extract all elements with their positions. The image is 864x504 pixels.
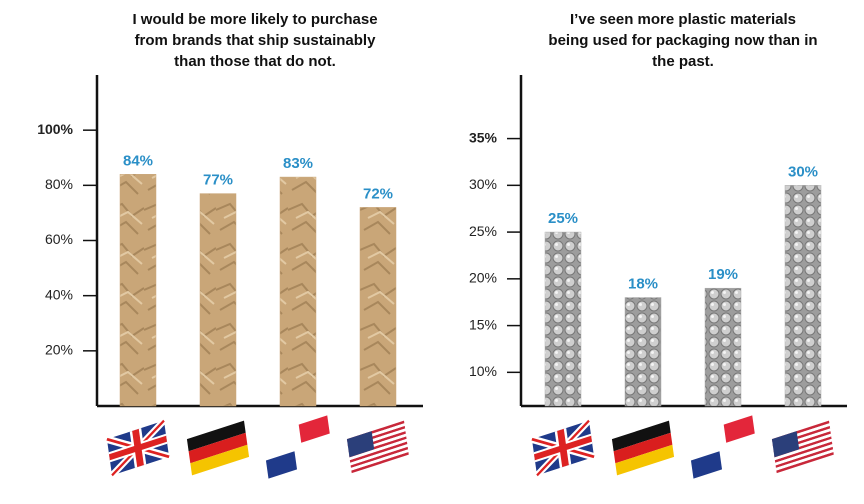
flag-icon [530,418,596,478]
y-tick-label: 100% [37,121,73,137]
chart-title: being used for packaging now than in [548,32,817,49]
flag-part [557,428,569,468]
flag-part [351,452,409,474]
chart: I’ve seen more plastic materials being us… [469,11,847,479]
flag-icon [265,415,330,479]
flag-part [776,452,834,474]
value-label: 72% [363,185,393,202]
y-tick-label: 20% [45,342,73,358]
flag-icon [105,418,171,478]
y-tick-label: 80% [45,176,73,192]
chart-title: I would be more likely to purchase [132,11,377,28]
y-tick-label: 30% [469,176,497,192]
flag-part [346,431,375,458]
value-label: 30% [788,163,818,180]
flag-part [690,451,723,479]
flag-part [775,449,834,471]
chart-title: the past. [652,53,714,70]
flag-part [132,428,144,468]
flag-part [771,431,800,458]
bar [359,207,397,407]
flag-part [611,420,671,452]
y-tick-label: 60% [45,231,73,247]
flag-part [350,449,409,471]
flag-icon [611,420,675,476]
flag-part [190,444,250,476]
flag-part [350,444,408,466]
flag-icon [771,420,834,474]
value-label: 25% [548,210,578,227]
bar [119,174,157,407]
value-label: 18% [628,276,658,293]
flag-part [350,446,409,468]
y-tick-label: 20% [469,270,497,286]
flag-icon [346,420,409,474]
flag-icon [690,415,755,479]
flag-part [775,444,833,466]
flag-part [349,438,407,461]
value-label: 83% [283,155,313,172]
flag-part [265,451,298,479]
chart: I would be more likely to purchase from b… [37,11,423,479]
bar [544,231,582,407]
flag-part [349,441,408,463]
value-label: 84% [123,152,153,169]
y-tick-label: 25% [469,223,497,239]
flag-part [723,415,755,443]
flag-part [298,415,330,443]
flag-part [186,420,246,452]
flag-icon [186,420,250,476]
bar [784,185,822,407]
flag-part [775,446,834,468]
chart-title: from brands that ship sustainably [135,32,377,49]
y-tick-label: 15% [469,316,497,332]
flag-part [774,438,832,461]
flag-part [613,432,673,464]
bar [704,287,742,407]
y-tick-label: 10% [469,363,497,379]
value-label: 77% [203,172,233,189]
flag-part [774,441,833,463]
bar [199,193,237,407]
y-tick-label: 35% [469,129,498,145]
bar [279,176,317,407]
chart-title: I’ve seen more plastic materials [570,11,796,28]
y-tick-label: 40% [45,286,73,302]
flag-part [188,432,248,464]
chart-title: than those that do not. [174,53,336,70]
bar [624,297,662,407]
flag-part [615,444,675,476]
value-label: 19% [708,266,738,283]
